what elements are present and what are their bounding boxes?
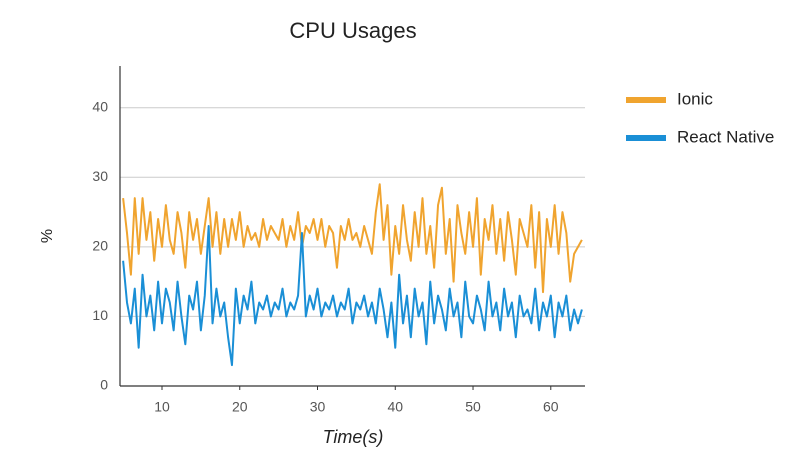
y-tick-label: 10 — [92, 307, 108, 323]
y-tick-label: 0 — [100, 377, 108, 393]
y-axis-label: % — [39, 229, 56, 243]
y-tick-label: 40 — [92, 98, 108, 114]
chart-title: CPU Usages — [289, 18, 416, 43]
line-series — [122, 183, 583, 294]
legend-label: React Native — [677, 127, 774, 146]
x-tick-label: 20 — [232, 399, 248, 415]
x-tick-label: 40 — [387, 399, 403, 415]
legend-label: Ionic — [677, 89, 713, 108]
y-tick-label: 30 — [92, 168, 108, 184]
x-tick-label: 30 — [310, 399, 326, 415]
line-series — [122, 225, 583, 367]
x-tick-label: 60 — [543, 399, 559, 415]
y-tick-label: 20 — [92, 238, 108, 254]
x-tick-label: 10 — [154, 399, 170, 415]
x-axis-label: Time(s) — [323, 427, 384, 447]
x-tick-label: 50 — [465, 399, 481, 415]
